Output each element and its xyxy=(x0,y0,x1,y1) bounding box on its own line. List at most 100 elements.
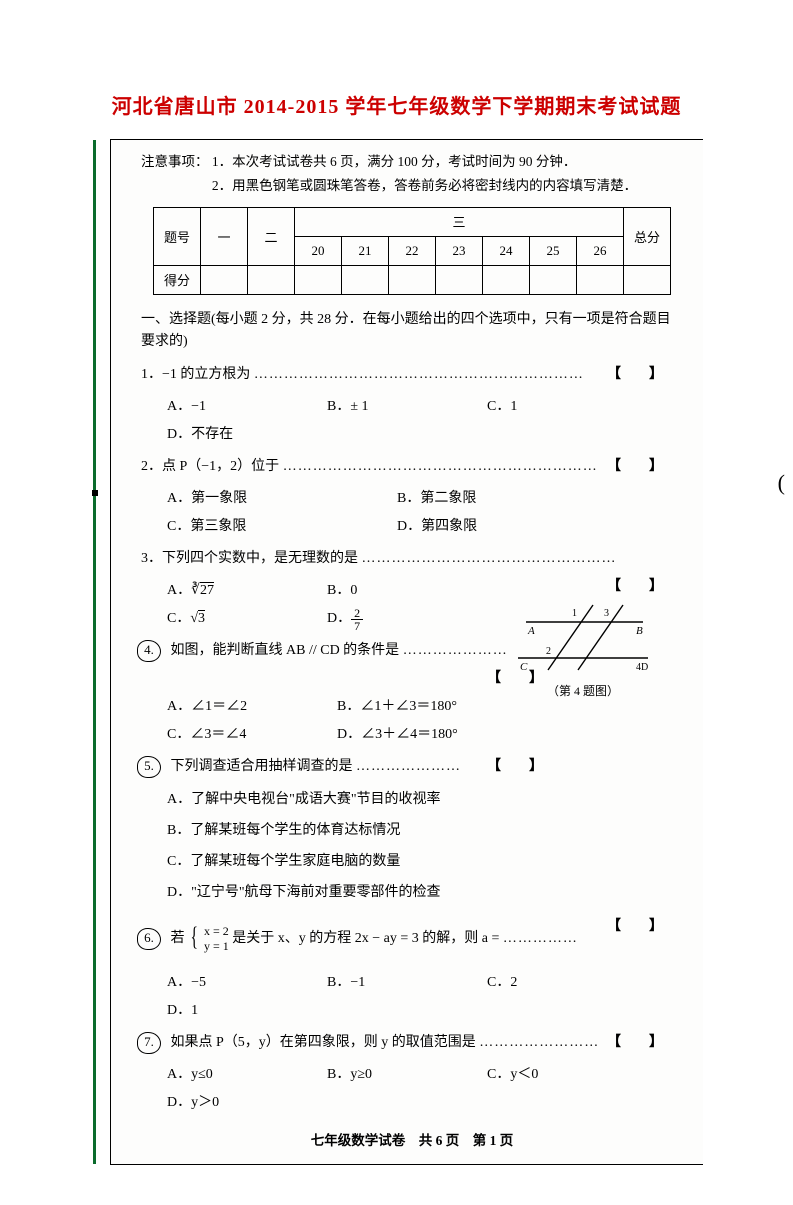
parallel-lines-diagram-icon: 1 3 A B C 2 4D xyxy=(518,600,648,675)
option: A．y≤0 xyxy=(167,1061,287,1089)
option: C．2 xyxy=(487,969,607,997)
option: B．0 xyxy=(327,577,447,605)
cell: 三 xyxy=(295,207,624,236)
figure-caption: （第 4 题图） xyxy=(513,682,653,699)
leader-dots: ………………… xyxy=(356,759,461,774)
sys-top: x = 2 xyxy=(204,924,229,938)
option: A．第一象限 xyxy=(167,485,387,513)
section-1-heading: 一、选择题(每小题 2 分，共 28 分．在每小题给出的四个选项中，只有一项是符… xyxy=(141,309,683,354)
cell xyxy=(389,265,436,294)
cell-total: 总分 xyxy=(624,207,671,265)
table-row: 题号 一 二 三 总分 xyxy=(154,207,671,236)
cell-label: 题号 xyxy=(154,207,201,265)
option: B．y≥0 xyxy=(327,1061,447,1089)
cell xyxy=(577,265,624,294)
cell xyxy=(201,265,248,294)
q4-options: A．∠1＝∠2 B．∠1＋∠3＝180° C．∠3＝∠4 D．∠3＋∠4＝180… xyxy=(167,693,527,749)
leader-dots: ………………………………………………………… xyxy=(254,367,584,382)
cell: 21 xyxy=(342,236,389,265)
option: D．第四象限 xyxy=(397,513,617,541)
q4-figure: 1 3 A B C 2 4D （第 4 题图） xyxy=(513,600,653,699)
cell xyxy=(295,265,342,294)
option: C．1 xyxy=(487,393,607,421)
cell xyxy=(342,265,389,294)
cell xyxy=(530,265,577,294)
q7-options: A．y≤0 B．y≥0 C．y＜0 D．y＞0 xyxy=(167,1061,683,1117)
option: A．−5 xyxy=(167,969,287,997)
option: D．∠3＋∠4＝180° xyxy=(337,721,507,749)
question-1: 1．−1 的立方根为 ………………………………………………………… 【 】 xyxy=(141,361,683,389)
svg-text:C: C xyxy=(520,661,528,673)
document-title: 河北省唐山市 2014-2015 学年七年级数学下学期期末考试试题 xyxy=(50,90,743,119)
option: D．1 xyxy=(167,997,198,1025)
q4-stem: 如图，能判断直线 AB // CD 的条件是 xyxy=(171,643,400,658)
option: A．∛27 xyxy=(167,577,287,605)
option: C．了解某班每个学生家庭电脑的数量 xyxy=(167,847,683,878)
question-2: 2．点 P（−1，2）位于 ……………………………………………………… 【 】 xyxy=(141,453,683,481)
question-5: 5. 下列调查适合用抽样调查的是 ………………… 【 】 xyxy=(141,753,683,781)
exam-notes: 注意事项： 1．本次考试试卷共 6 页，满分 100 分，考试时间为 90 分钟… xyxy=(141,150,683,199)
q5-stem: 下列调查适合用抽样调查的是 xyxy=(171,759,353,774)
cell: 二 xyxy=(248,207,295,265)
sys-bot: y = 1 xyxy=(204,939,229,953)
option: B．∠1＋∠3＝180° xyxy=(337,693,507,721)
answer-bracket: 【 】 xyxy=(607,453,663,481)
leader-dots: …………… xyxy=(503,931,578,946)
cell xyxy=(483,265,530,294)
stray-mark: ( xyxy=(778,470,785,496)
notes-prefix: 注意事项： xyxy=(141,154,209,169)
circled-number-icon: 4. xyxy=(137,640,161,662)
option: B．± 1 xyxy=(327,393,447,421)
leader-dots: …………………………………………… xyxy=(362,551,617,566)
q6-tail: 是关于 x、y 的方程 2x − ay = 3 的解，则 a = xyxy=(232,931,499,946)
question-7: 7. 如果点 P（5，y）在第四象限，则 y 的取值范围是 …………………… 【… xyxy=(141,1029,683,1057)
option: B．了解某班每个学生的体育达标情况 xyxy=(167,816,683,847)
q6-pre: 若 xyxy=(171,931,189,946)
answer-bracket: 【 】 xyxy=(607,573,663,601)
page-footer: 七年级数学试卷 共 6 页 第 1 页 xyxy=(141,1129,683,1149)
option: A．−1 xyxy=(167,393,287,421)
option: D．y＞0 xyxy=(167,1089,219,1117)
score-table: 题号 一 二 三 总分 20 21 22 23 24 25 26 得分 xyxy=(153,207,671,295)
cell xyxy=(248,265,295,294)
circled-number-icon: 7. xyxy=(137,1032,161,1054)
table-row: 得分 xyxy=(154,265,671,294)
cell xyxy=(436,265,483,294)
option: D．"辽宁号"航母下海前对重要零部件的检查 xyxy=(167,878,683,909)
option: A．∠1＝∠2 xyxy=(167,693,327,721)
cell: 20 xyxy=(295,236,342,265)
notes-line2: 2．用黑色钢笔或圆珠笔答卷，答卷前务必将密封线内的内容填写清楚． xyxy=(212,178,637,193)
option: D．不存在 xyxy=(167,421,233,449)
q3-stem: 3．下列四个实数中，是无理数的是 xyxy=(141,551,358,566)
answer-bracket: 【 】 xyxy=(607,913,663,941)
svg-text:4D: 4D xyxy=(636,662,648,673)
q1-options: A．−1 B．± 1 C．1 D．不存在 xyxy=(167,393,683,449)
equation-system: x = 2 y = 1 xyxy=(204,924,229,953)
cell: 26 xyxy=(577,236,624,265)
cell: 25 xyxy=(530,236,577,265)
cell: 24 xyxy=(483,236,530,265)
option: C．第三象限 xyxy=(167,513,387,541)
q5-options: A．了解中央电视台"成语大赛"节目的收视率 B．了解某班每个学生的体育达标情况 … xyxy=(167,785,683,908)
q6-options: A．−5 B．−1 C．2 D．1 xyxy=(167,969,683,1025)
q7-stem: 如果点 P（5，y）在第四象限，则 y 的取值范围是 xyxy=(171,1035,476,1050)
option: A．了解中央电视台"成语大赛"节目的收视率 xyxy=(167,785,683,816)
answer-bracket: 【 】 xyxy=(487,753,543,781)
option: C．y＜0 xyxy=(487,1061,607,1089)
q2-options: A．第一象限 B．第二象限 C．第三象限 D．第四象限 xyxy=(167,485,683,541)
svg-text:B: B xyxy=(636,625,643,637)
cell xyxy=(624,265,671,294)
exam-scan-body: 注意事项： 1．本次考试试卷共 6 页，满分 100 分，考试时间为 90 分钟… xyxy=(110,139,703,1165)
notes-line1: 1．本次考试试卷共 6 页，满分 100 分，考试时间为 90 分钟． xyxy=(212,154,577,169)
circled-number-icon: 5. xyxy=(137,756,161,778)
q2-stem: 2．点 P（−1，2）位于 xyxy=(141,459,279,474)
question-3: 3．下列四个实数中，是无理数的是 …………………………………………… 【 】 xyxy=(141,545,683,573)
answer-bracket: 【 】 xyxy=(607,1029,663,1057)
cell: 23 xyxy=(436,236,483,265)
question-6: 6. 若 { x = 2 y = 1 是关于 x、y 的方程 2x − ay =… xyxy=(141,913,683,965)
cell: 22 xyxy=(389,236,436,265)
stray-mark xyxy=(92,490,98,496)
answer-bracket: 【 】 xyxy=(607,361,663,389)
brace-icon: { xyxy=(190,911,197,963)
circled-number-icon: 6. xyxy=(137,928,161,950)
